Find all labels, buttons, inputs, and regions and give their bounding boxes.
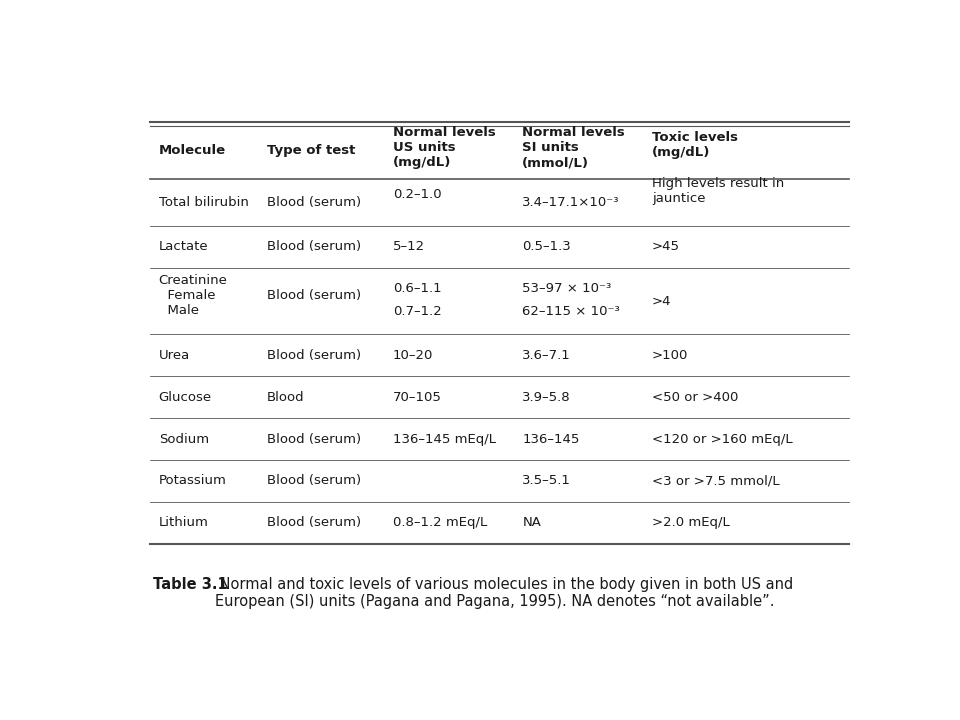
- Text: Creatinine
  Female
  Male: Creatinine Female Male: [158, 274, 228, 318]
- Text: 10–20: 10–20: [393, 348, 433, 361]
- Text: <120 or >160 mEq/L: <120 or >160 mEq/L: [652, 433, 792, 446]
- Text: Molecule: Molecule: [158, 144, 226, 157]
- Text: Normal and toxic levels of various molecules in the body given in both US and
Eu: Normal and toxic levels of various molec…: [215, 577, 794, 609]
- Text: Toxic levels
(mg/dL): Toxic levels (mg/dL): [652, 131, 737, 159]
- Text: Blood (serum): Blood (serum): [267, 474, 361, 487]
- Text: <3 or >7.5 mmol/L: <3 or >7.5 mmol/L: [652, 474, 780, 487]
- Text: Blood (serum): Blood (serum): [267, 516, 361, 529]
- Text: Sodium: Sodium: [158, 433, 209, 446]
- Text: 62–115 × 10⁻³: 62–115 × 10⁻³: [522, 305, 620, 318]
- Text: Potassium: Potassium: [158, 474, 227, 487]
- Text: <50 or >400: <50 or >400: [652, 391, 738, 404]
- Text: 3.5–5.1: 3.5–5.1: [522, 474, 571, 487]
- Text: Blood (serum): Blood (serum): [267, 348, 361, 361]
- Text: Blood: Blood: [267, 391, 304, 404]
- Text: Blood (serum): Blood (serum): [267, 240, 361, 253]
- Text: 3.9–5.8: 3.9–5.8: [522, 391, 571, 404]
- Text: Blood (serum): Blood (serum): [267, 289, 361, 302]
- Text: >2.0 mEq/L: >2.0 mEq/L: [652, 516, 730, 529]
- Text: 0.7–1.2: 0.7–1.2: [393, 305, 442, 318]
- Text: Normal levels
US units
(mg/dL): Normal levels US units (mg/dL): [393, 127, 495, 169]
- Text: Blood (serum): Blood (serum): [267, 196, 361, 209]
- Text: Urea: Urea: [158, 348, 190, 361]
- Text: Total bilirubin: Total bilirubin: [158, 196, 249, 209]
- Text: 53–97 × 10⁻³: 53–97 × 10⁻³: [522, 282, 612, 295]
- Text: 5–12: 5–12: [393, 240, 425, 253]
- Text: 70–105: 70–105: [393, 391, 442, 404]
- Text: Normal levels
SI units
(mmol/L): Normal levels SI units (mmol/L): [522, 127, 625, 169]
- Text: 0.5–1.3: 0.5–1.3: [522, 240, 571, 253]
- Text: Blood (serum): Blood (serum): [267, 433, 361, 446]
- Text: 0.6–1.1: 0.6–1.1: [393, 282, 442, 295]
- Text: Lactate: Lactate: [158, 240, 208, 253]
- Text: 136–145 mEq/L: 136–145 mEq/L: [393, 433, 496, 446]
- Text: Type of test: Type of test: [267, 144, 355, 157]
- Text: NA: NA: [522, 516, 541, 529]
- Text: >4: >4: [652, 294, 671, 307]
- Text: Table 3.1: Table 3.1: [154, 577, 228, 592]
- Text: >100: >100: [652, 348, 688, 361]
- Text: 3.6–7.1: 3.6–7.1: [522, 348, 571, 361]
- Text: 3.4–17.1×10⁻³: 3.4–17.1×10⁻³: [522, 196, 620, 209]
- Text: Lithium: Lithium: [158, 516, 208, 529]
- Text: Glucose: Glucose: [158, 391, 212, 404]
- Text: >45: >45: [652, 240, 680, 253]
- Text: 0.8–1.2 mEq/L: 0.8–1.2 mEq/L: [393, 516, 488, 529]
- Text: 0.2–1.0: 0.2–1.0: [393, 188, 442, 201]
- Text: High levels result in
jauntice: High levels result in jauntice: [652, 177, 784, 205]
- Text: 136–145: 136–145: [522, 433, 580, 446]
